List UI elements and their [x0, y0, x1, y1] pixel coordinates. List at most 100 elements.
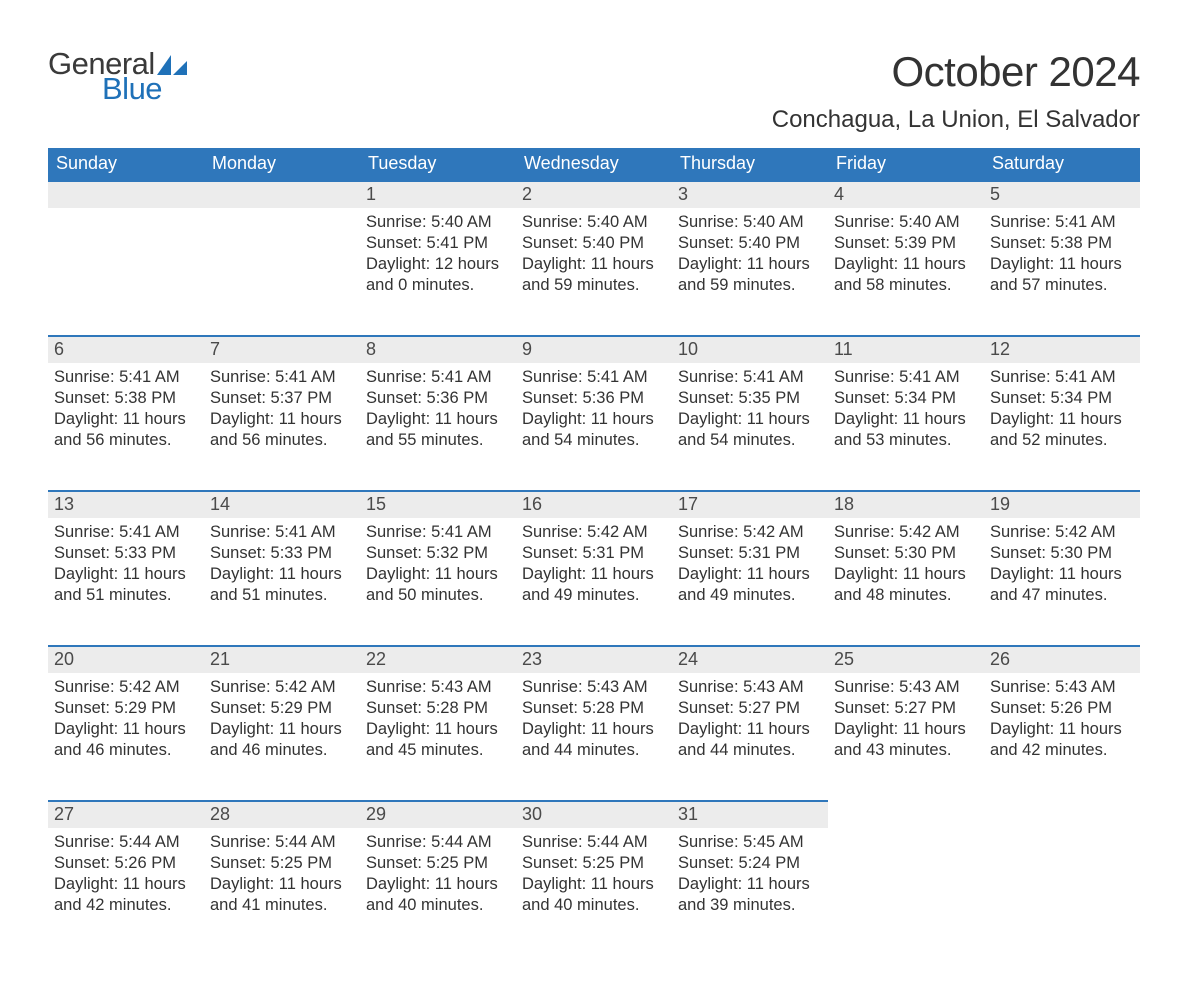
daylight-line-1: Daylight: 11 hours: [834, 409, 978, 430]
daylight-line-2: and 57 minutes.: [990, 275, 1134, 296]
day-cell: Sunrise: 5:42 AMSunset: 5:31 PMDaylight:…: [516, 518, 672, 646]
daylight-line-1: Daylight: 11 hours: [834, 254, 978, 275]
day-number: 8: [360, 336, 516, 363]
day-cell: Sunrise: 5:40 AMSunset: 5:41 PMDaylight:…: [360, 208, 516, 336]
daylight-line-2: and 49 minutes.: [678, 585, 822, 606]
daylight-line-1: Daylight: 11 hours: [522, 874, 666, 895]
day-number: 29: [360, 801, 516, 828]
day-cell: Sunrise: 5:41 AMSunset: 5:34 PMDaylight:…: [828, 363, 984, 491]
day-number-row: 20212223242526: [48, 646, 1140, 673]
empty-day-body: [828, 828, 984, 956]
daylight-line-2: and 42 minutes.: [54, 895, 198, 916]
sunset-line: Sunset: 5:28 PM: [366, 698, 510, 719]
day-number: 17: [672, 491, 828, 518]
weekday-header: Saturday: [984, 148, 1140, 181]
day-number: 10: [672, 336, 828, 363]
daylight-line-1: Daylight: 11 hours: [210, 409, 354, 430]
day-number: 12: [984, 336, 1140, 363]
sunset-line: Sunset: 5:28 PM: [522, 698, 666, 719]
empty-day-body: [48, 208, 204, 336]
day-number: 26: [984, 646, 1140, 673]
day-number: 21: [204, 646, 360, 673]
daylight-line-1: Daylight: 11 hours: [678, 409, 822, 430]
daylight-line-2: and 46 minutes.: [210, 740, 354, 761]
day-number-row: 2728293031: [48, 801, 1140, 828]
daylight-line-2: and 59 minutes.: [678, 275, 822, 296]
weekday-header: Tuesday: [360, 148, 516, 181]
day-number-row: 6789101112: [48, 336, 1140, 363]
sunset-line: Sunset: 5:27 PM: [834, 698, 978, 719]
day-number: 22: [360, 646, 516, 673]
daylight-line-2: and 47 minutes.: [990, 585, 1134, 606]
day-cell: Sunrise: 5:41 AMSunset: 5:36 PMDaylight:…: [516, 363, 672, 491]
day-body-row: Sunrise: 5:41 AMSunset: 5:33 PMDaylight:…: [48, 518, 1140, 646]
day-cell: Sunrise: 5:41 AMSunset: 5:32 PMDaylight:…: [360, 518, 516, 646]
weekday-header: Friday: [828, 148, 984, 181]
day-cell: Sunrise: 5:44 AMSunset: 5:25 PMDaylight:…: [360, 828, 516, 956]
sunrise-line: Sunrise: 5:41 AM: [834, 367, 978, 388]
daylight-line-1: Daylight: 11 hours: [990, 564, 1134, 585]
weekday-header: Sunday: [48, 148, 204, 181]
day-cell: Sunrise: 5:43 AMSunset: 5:28 PMDaylight:…: [516, 673, 672, 801]
daylight-line-1: Daylight: 11 hours: [54, 564, 198, 585]
day-cell: Sunrise: 5:42 AMSunset: 5:30 PMDaylight:…: [828, 518, 984, 646]
sunrise-line: Sunrise: 5:42 AM: [990, 522, 1134, 543]
day-number: 14: [204, 491, 360, 518]
sunrise-line: Sunrise: 5:43 AM: [522, 677, 666, 698]
day-number: 4: [828, 181, 984, 208]
day-body-row: Sunrise: 5:41 AMSunset: 5:38 PMDaylight:…: [48, 363, 1140, 491]
daylight-line-2: and 55 minutes.: [366, 430, 510, 451]
calendar-table: SundayMondayTuesdayWednesdayThursdayFrid…: [48, 148, 1140, 956]
daylight-line-1: Daylight: 11 hours: [210, 564, 354, 585]
empty-day-body: [204, 208, 360, 336]
daylight-line-1: Daylight: 11 hours: [990, 719, 1134, 740]
day-cell: Sunrise: 5:40 AMSunset: 5:40 PMDaylight:…: [516, 208, 672, 336]
daylight-line-2: and 51 minutes.: [210, 585, 354, 606]
day-cell: Sunrise: 5:42 AMSunset: 5:30 PMDaylight:…: [984, 518, 1140, 646]
sunset-line: Sunset: 5:31 PM: [522, 543, 666, 564]
day-number: 27: [48, 801, 204, 828]
daylight-line-1: Daylight: 11 hours: [366, 564, 510, 585]
sunrise-line: Sunrise: 5:41 AM: [522, 367, 666, 388]
empty-day-number: [828, 801, 984, 828]
sunset-line: Sunset: 5:31 PM: [678, 543, 822, 564]
sunrise-line: Sunrise: 5:41 AM: [366, 522, 510, 543]
day-number: 30: [516, 801, 672, 828]
sunset-line: Sunset: 5:25 PM: [522, 853, 666, 874]
day-number: 24: [672, 646, 828, 673]
day-cell: Sunrise: 5:42 AMSunset: 5:31 PMDaylight:…: [672, 518, 828, 646]
day-cell: Sunrise: 5:41 AMSunset: 5:38 PMDaylight:…: [48, 363, 204, 491]
day-number: 23: [516, 646, 672, 673]
daylight-line-2: and 53 minutes.: [834, 430, 978, 451]
daylight-line-2: and 42 minutes.: [990, 740, 1134, 761]
sunset-line: Sunset: 5:36 PM: [522, 388, 666, 409]
day-number: 19: [984, 491, 1140, 518]
sunrise-line: Sunrise: 5:40 AM: [678, 212, 822, 233]
month-title: October 2024: [772, 48, 1140, 96]
daylight-line-1: Daylight: 11 hours: [834, 564, 978, 585]
day-cell: Sunrise: 5:45 AMSunset: 5:24 PMDaylight:…: [672, 828, 828, 956]
day-number: 31: [672, 801, 828, 828]
sunset-line: Sunset: 5:40 PM: [522, 233, 666, 254]
empty-day-number: [984, 801, 1140, 828]
sunset-line: Sunset: 5:35 PM: [678, 388, 822, 409]
empty-day-number: [48, 181, 204, 208]
daylight-line-2: and 45 minutes.: [366, 740, 510, 761]
daylight-line-1: Daylight: 11 hours: [366, 409, 510, 430]
day-number: 7: [204, 336, 360, 363]
daylight-line-2: and 58 minutes.: [834, 275, 978, 296]
sunrise-line: Sunrise: 5:43 AM: [990, 677, 1134, 698]
day-number: 28: [204, 801, 360, 828]
day-body-row: Sunrise: 5:42 AMSunset: 5:29 PMDaylight:…: [48, 673, 1140, 801]
sunrise-line: Sunrise: 5:41 AM: [210, 522, 354, 543]
daylight-line-1: Daylight: 11 hours: [834, 719, 978, 740]
day-number-row: 13141516171819: [48, 491, 1140, 518]
daylight-line-1: Daylight: 11 hours: [522, 564, 666, 585]
daylight-line-2: and 56 minutes.: [54, 430, 198, 451]
daylight-line-2: and 51 minutes.: [54, 585, 198, 606]
day-cell: Sunrise: 5:41 AMSunset: 5:37 PMDaylight:…: [204, 363, 360, 491]
sunset-line: Sunset: 5:30 PM: [834, 543, 978, 564]
daylight-line-2: and 50 minutes.: [366, 585, 510, 606]
day-cell: Sunrise: 5:41 AMSunset: 5:36 PMDaylight:…: [360, 363, 516, 491]
daylight-line-2: and 44 minutes.: [522, 740, 666, 761]
